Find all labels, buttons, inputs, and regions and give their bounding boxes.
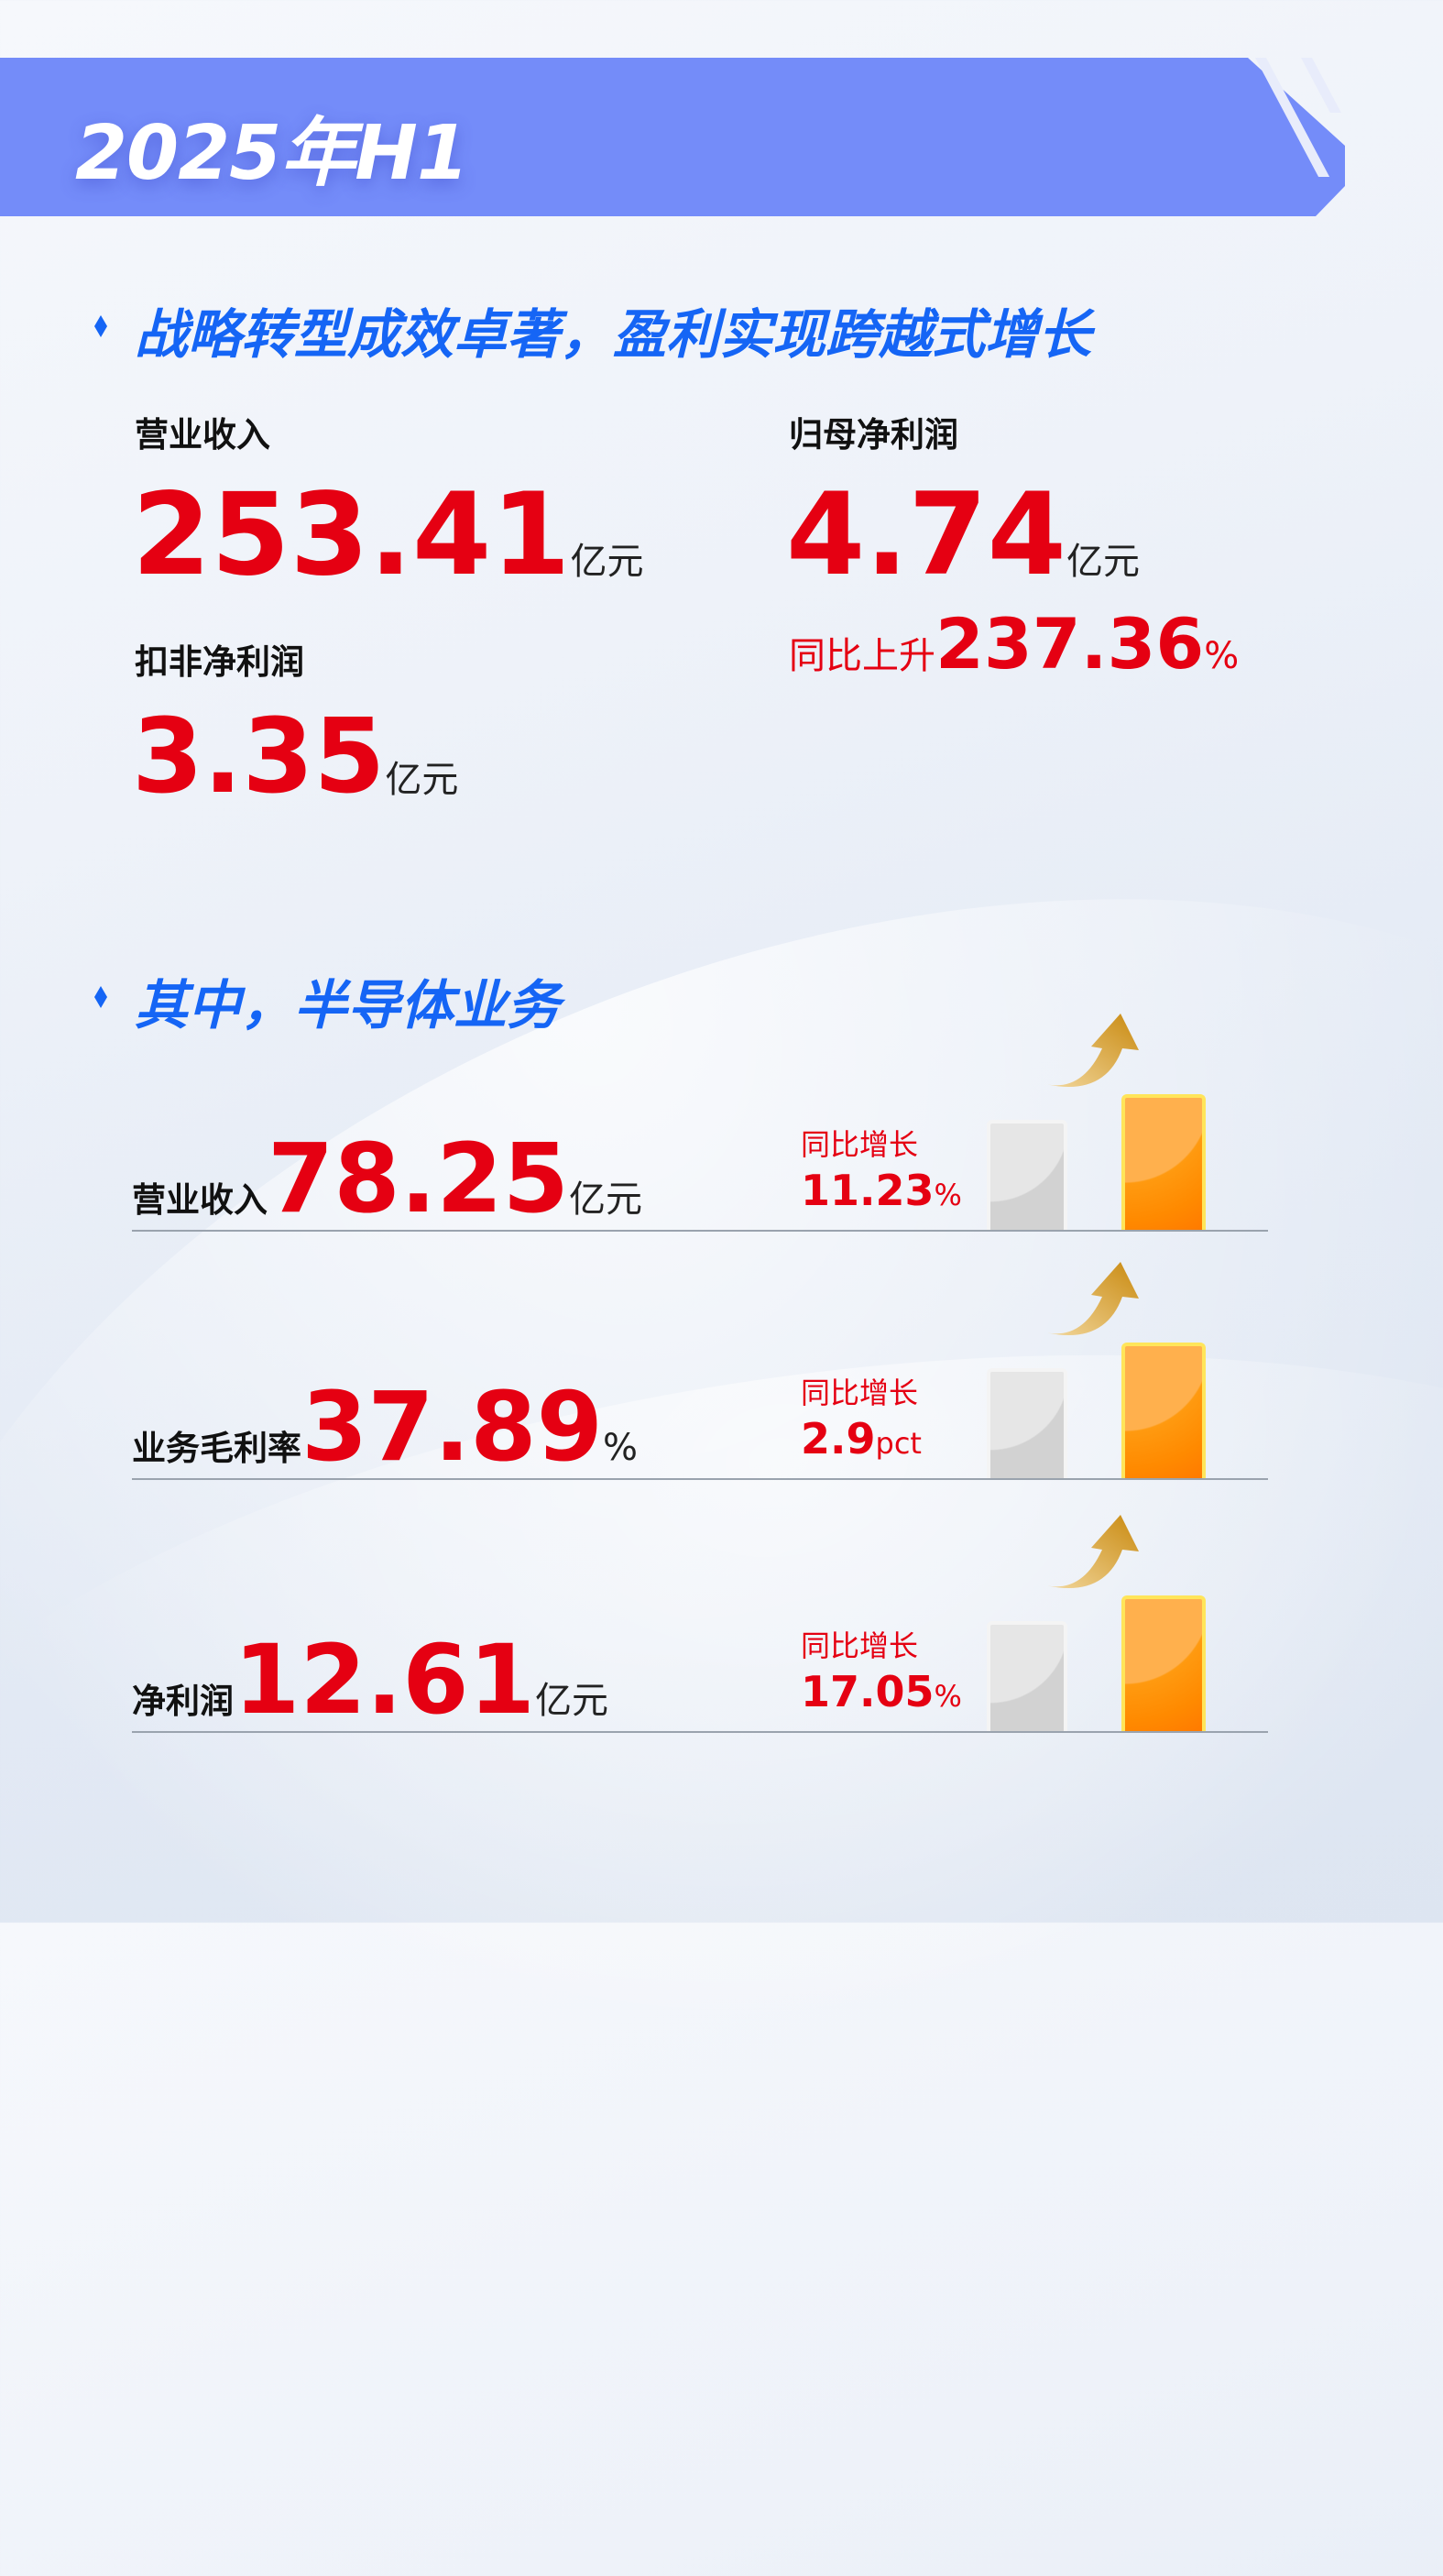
title-banner <box>0 58 1345 216</box>
metric-row: 业务毛利率37.89% 同比增长 2.9pct <box>0 1205 1443 1480</box>
metric-name: 营业收入 <box>132 1180 268 1220</box>
section-heading: 其中，半导体业务 <box>135 974 561 1036</box>
row-divider <box>132 1731 1268 1733</box>
yoy-unit: pct <box>875 1426 922 1461</box>
revenue-number: 253.41 <box>132 469 571 601</box>
net-profit-yoy: 同比上升237.36% <box>789 609 1239 679</box>
revenue-unit: 亿元 <box>570 541 644 583</box>
yoy-number: 2.9 <box>801 1414 876 1463</box>
net-profit-unit: 亿元 <box>1066 541 1140 583</box>
deducted-profit-number: 3.35 <box>132 697 386 817</box>
previous-bar <box>987 1120 1067 1230</box>
deducted-profit-value: 3.35亿元 <box>132 706 458 808</box>
net-profit-number: 4.74 <box>786 469 1066 601</box>
metric-row: 净利润12.61亿元 同比增长 17.05% <box>0 1458 1443 1733</box>
growth-arrow-icon <box>1042 1014 1139 1088</box>
banner-title: 2025年H1 <box>75 110 469 197</box>
banner-stripe <box>1301 58 1341 113</box>
current-bar <box>1121 1595 1206 1731</box>
yoy-unit: % <box>1204 635 1240 677</box>
yoy-number: 11.23 <box>801 1166 935 1215</box>
section-heading: 战略转型成效卓著，盈利实现跨越式增长 <box>135 303 1092 366</box>
metric-unit: 亿元 <box>534 1680 608 1722</box>
deducted-profit-label: 扣非净利润 <box>135 642 304 682</box>
row-divider <box>132 1478 1268 1480</box>
yoy-value: 237.36 <box>935 603 1205 685</box>
metric-value: 78.25 <box>268 1123 569 1234</box>
metric-value: 12.61 <box>234 1624 535 1736</box>
current-bar <box>1121 1343 1206 1478</box>
growth-arrow-icon <box>1042 1262 1139 1336</box>
metric-label: 业务毛利率37.89% <box>132 1379 638 1474</box>
yoy-label: 同比增长 <box>801 1628 919 1663</box>
net-profit-label: 归母净利润 <box>789 415 958 455</box>
growth-arrow-icon <box>1042 1515 1139 1589</box>
metric-name: 净利润 <box>132 1682 234 1721</box>
yoy-value: 2.9pct <box>801 1414 922 1463</box>
metric-row: 营业收入78.25亿元 同比增长 11.23% <box>0 957 1443 1232</box>
metric-unit: % <box>602 1427 638 1469</box>
metric-label: 营业收入78.25亿元 <box>132 1131 642 1226</box>
yoy-value: 17.05% <box>801 1667 962 1716</box>
yoy-unit: % <box>934 1178 962 1212</box>
metric-label: 净利润12.61亿元 <box>132 1632 608 1727</box>
previous-bar <box>987 1621 1067 1731</box>
metric-unit: 亿元 <box>568 1178 642 1221</box>
yoy-unit: % <box>934 1679 962 1714</box>
diamond-bullet-icon <box>94 986 107 1008</box>
yoy-label: 同比增长 <box>801 1376 919 1410</box>
metric-name: 业务毛利率 <box>132 1429 301 1468</box>
diamond-bullet-icon <box>94 315 107 337</box>
yoy-value: 11.23% <box>801 1166 962 1215</box>
metric-value: 37.89 <box>301 1371 603 1483</box>
net-profit-value: 4.74亿元 <box>786 478 1140 592</box>
current-bar <box>1121 1094 1206 1230</box>
yoy-number: 17.05 <box>801 1667 935 1716</box>
deducted-profit-unit: 亿元 <box>385 759 459 801</box>
row-divider <box>132 1230 1268 1232</box>
yoy-label: 同比增长 <box>801 1127 919 1162</box>
revenue-value: 253.41亿元 <box>132 478 644 592</box>
revenue-label: 营业收入 <box>135 415 270 455</box>
previous-bar <box>987 1368 1067 1478</box>
yoy-label: 同比上升 <box>789 635 935 677</box>
